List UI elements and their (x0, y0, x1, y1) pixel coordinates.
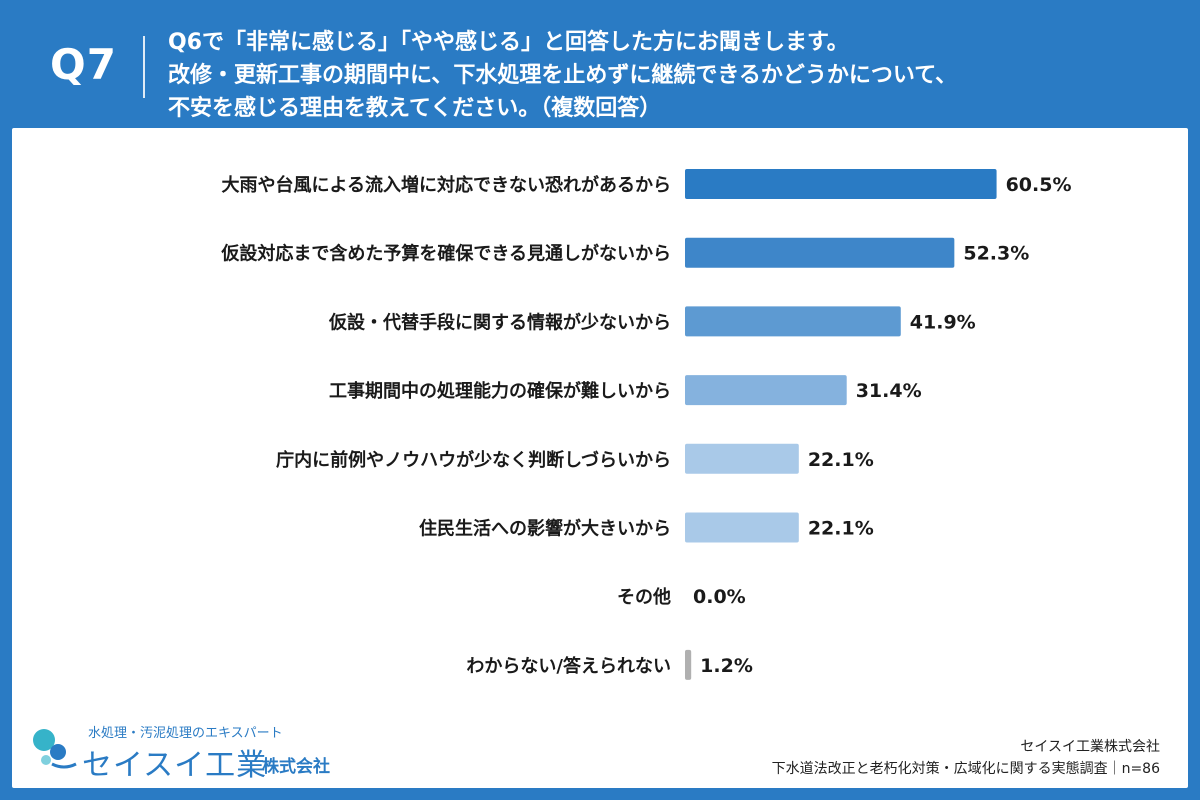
bar (685, 375, 847, 406)
company-name: セイスイ工業株式会社 (1020, 739, 1160, 755)
value-label: 0.0% (693, 586, 746, 608)
value-label: 22.1% (808, 518, 874, 540)
bar (685, 649, 692, 680)
value-label: 1.2% (700, 655, 753, 677)
header-divider (143, 36, 145, 98)
question-line-3: 不安を感じる理由を教えてください。（複数回答） (168, 96, 662, 121)
logo-tagline: 水処理・汚泥処理のエキスパート (88, 726, 283, 741)
category-label: 大雨や台風による流入増に対応できない恐れがあるから (222, 174, 671, 196)
bar (685, 169, 997, 199)
bar (685, 237, 955, 268)
chart-panel (12, 128, 1188, 788)
bar (685, 443, 799, 474)
category-label: 仮設・代替手段に関する情報が少ないから (328, 311, 671, 333)
category-label: 工事期間中の処理能力の確保が難しいから (329, 380, 671, 402)
question-text: Q6で「非常に感じる」「やや感じる」と回答した方にお聞きします。 改修・更新工事… (168, 26, 1178, 125)
value-label: 60.5% (1006, 174, 1072, 196)
footer-source: セイスイ工業株式会社 下水道法改正と老朽化対策・広域化に関する実態調査｜n=86 (772, 736, 1160, 780)
value-label: 41.9% (910, 311, 976, 333)
question-line-2: 改修・更新工事の期間中に、下水処理を止めずに継続できるかどうかについて、 (168, 63, 958, 88)
value-label: 31.4% (856, 380, 922, 402)
category-label: わからない/答えられない (466, 655, 671, 677)
logo-name: セイスイ工業 (82, 748, 268, 783)
value-label: 22.1% (808, 449, 874, 471)
category-label: 庁内に前例やノウハウが少なく判断しづらいから (276, 449, 671, 471)
category-label: その他 (617, 586, 671, 608)
question-line-1: Q6で「非常に感じる」「やや感じる」と回答した方にお聞きします。 (168, 30, 849, 55)
water-drop-logo-icon (33, 729, 77, 769)
bar (685, 512, 799, 543)
category-label: 住民生活への影響が大きいから (419, 518, 671, 540)
question-header: Q7 Q6で「非常に感じる」「やや感じる」と回答した方にお聞きします。 改修・更… (0, 0, 1200, 128)
bar (685, 306, 901, 337)
category-label: 仮設対応まで含めた予算を確保できる見通しがないから (220, 243, 671, 265)
survey-title: 下水道法改正と老朽化対策・広域化に関する実態調査｜n=86 (771, 761, 1160, 777)
value-label: 52.3% (963, 243, 1029, 265)
logo-suffix: 株式会社 (262, 757, 330, 777)
question-number: Q7 (50, 40, 117, 89)
company-logo: 水処理・汚泥処理のエキスパート セイスイ工業 株式会社 (30, 720, 370, 783)
